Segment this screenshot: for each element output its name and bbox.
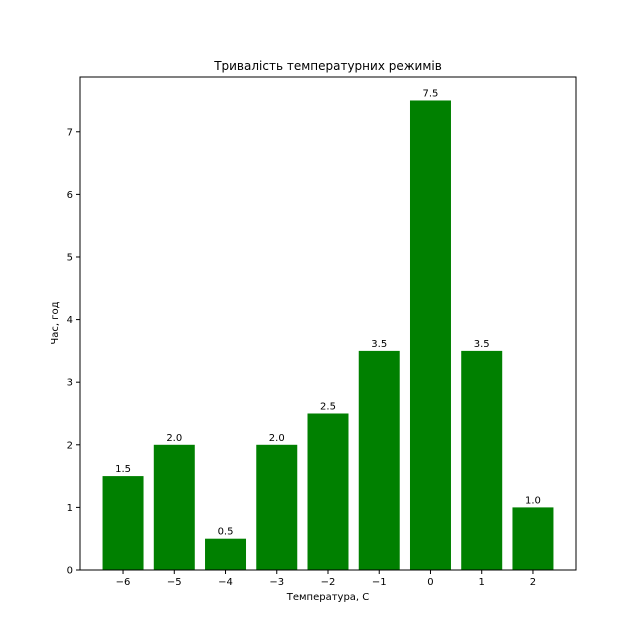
y-tick-label: 4: [67, 315, 73, 326]
y-axis: 0 1 2 3 4 5 6 7: [67, 127, 80, 577]
data-label: 2.5: [320, 401, 336, 412]
data-label: 0.5: [218, 527, 234, 538]
y-tick-label: 7: [67, 127, 73, 138]
bars-group: 1.5 2.0 0.5 2.0 2.5 3.5 7.5 3.5 1.0: [102, 88, 554, 570]
bar: [153, 444, 195, 570]
y-tick-label: 6: [67, 190, 73, 201]
x-tick-label: −4: [218, 577, 233, 588]
bar: [461, 350, 503, 570]
x-tick-label: −2: [321, 577, 336, 588]
data-label: 1.5: [115, 464, 131, 475]
bar: [102, 476, 144, 570]
y-tick-label: 3: [67, 378, 73, 389]
data-label: 2.0: [166, 433, 182, 444]
data-label: 7.5: [423, 88, 439, 99]
chart-title: Тривалість температурних режимів: [213, 59, 442, 73]
x-tick-label: −5: [167, 577, 182, 588]
y-tick-label: 5: [67, 252, 73, 263]
y-tick-label: 0: [67, 566, 73, 577]
bar: [307, 413, 349, 570]
data-label: 3.5: [474, 339, 490, 350]
data-label: 2.0: [269, 433, 285, 444]
x-axis-label: Температура, С: [286, 592, 370, 603]
bar: [409, 100, 451, 570]
x-tick-label: 0: [427, 577, 433, 588]
x-tick-label: 1: [479, 577, 485, 588]
y-tick-label: 2: [67, 440, 73, 451]
y-tick-label: 1: [67, 503, 73, 514]
x-tick-label: 2: [530, 577, 536, 588]
x-axis: −6 −5 −4 −3 −2 −1 0 1 2: [116, 570, 536, 588]
bar: [358, 350, 400, 570]
y-axis-label: Час, год: [50, 301, 61, 344]
plot-frame: [79, 76, 577, 571]
data-label: 3.5: [371, 339, 387, 350]
x-tick-label: −1: [372, 577, 387, 588]
x-tick-label: −3: [269, 577, 284, 588]
bar: [512, 507, 554, 570]
bar: [256, 444, 298, 570]
data-label: 1.0: [525, 495, 541, 506]
x-tick-label: −6: [116, 577, 131, 588]
bar: [205, 538, 247, 570]
